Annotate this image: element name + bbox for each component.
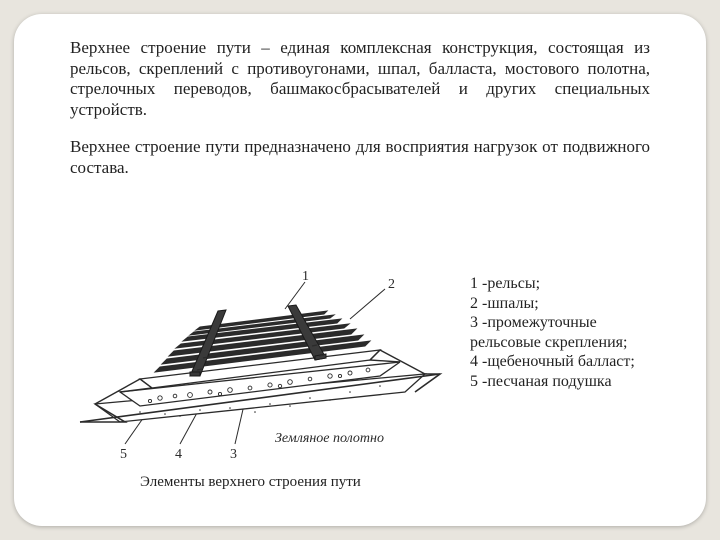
content-area: Верхнее строение пути – единая комплексн… [70,38,650,194]
callout-5: 5 [120,447,127,462]
slide-frame: Верхнее строение пути – единая комплексн… [14,14,706,526]
callout-3: 3 [230,447,237,462]
callout-4: 4 [175,447,182,462]
figure-caption: Элементы верхнего строения пути [140,474,361,491]
legend-item-1: 1 -рельсы; [470,274,650,294]
legend-item-4: 4 -щебеночный балласт; [470,352,650,372]
legend: 1 -рельсы; 2 -шпалы; 3 -промежуточные ре… [470,274,650,391]
track-diagram: 1 2 5 4 3 Земляное полотно [70,264,450,484]
legend-item-5: 5 -песчаная подушка [470,372,650,392]
paragraph-2: Верхнее строение пути предназначено для … [70,137,650,178]
figure-zone: 1 2 5 4 3 Земляное полотно 1 -рельсы; 2 … [70,274,650,504]
callout-1: 1 [302,269,309,284]
diagram-label-subgrade: Земляное полотно [275,431,384,446]
paragraph-1: Верхнее строение пути – единая комплексн… [70,38,650,121]
legend-item-3: 3 -промежуточные рельсовые скрепления; [470,313,650,352]
track-svg: 1 2 5 4 3 Земляное полотно [70,264,450,484]
callout-2: 2 [388,277,395,292]
legend-item-2: 2 -шпалы; [470,294,650,314]
